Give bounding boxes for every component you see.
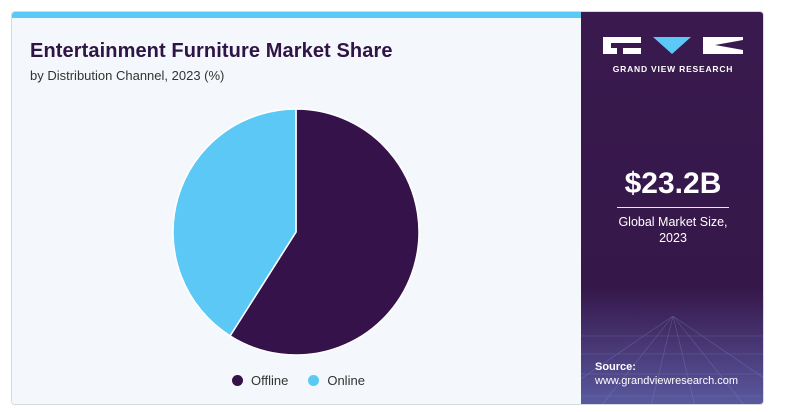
legend-label-online: Online — [327, 373, 365, 388]
chart-title: Entertainment Furniture Market Share — [30, 40, 393, 62]
market-size-value: $23.2B — [624, 167, 722, 200]
market-size-label-line1: Global Market Size, — [618, 215, 728, 229]
legend-label-offline: Offline — [251, 373, 289, 388]
legend-item-online: Online — [308, 373, 365, 388]
market-size-label-line2: 2023 — [659, 231, 687, 245]
chart-card: Entertainment Furniture Market Share by … — [11, 11, 764, 405]
source-label: Source: — [595, 361, 636, 373]
source-link[interactable]: www.grandviewresearch.com — [595, 375, 739, 387]
chart-legend: Offline Online — [232, 373, 365, 388]
legend-swatch-online — [308, 375, 320, 386]
market-size-label: Global Market Size, 2023 — [581, 214, 763, 246]
chart-panel: Entertainment Furniture Market Share by … — [12, 18, 581, 404]
accent-bar — [12, 12, 581, 18]
brand-name: GRAND VIEW RESEARCH — [612, 64, 734, 74]
source-note: Source: www.grandviewresearch.com — [595, 360, 738, 388]
pie-slice-offline — [229, 108, 420, 356]
divider — [617, 207, 729, 208]
info-sidebar: GRAND VIEW RESEARCH $23.2B Global Market… — [581, 12, 763, 404]
legend-swatch-offline — [232, 375, 243, 386]
legend-item-offline: Offline — [232, 373, 288, 388]
brand-logo-icon — [603, 37, 743, 54]
pie-slices — [172, 108, 420, 356]
chart-subtitle: by Distribution Channel, 2023 (%) — [30, 68, 225, 83]
pie-chart — [172, 108, 420, 356]
decorative-grid — [581, 316, 763, 404]
pie-slice-online — [172, 108, 297, 337]
